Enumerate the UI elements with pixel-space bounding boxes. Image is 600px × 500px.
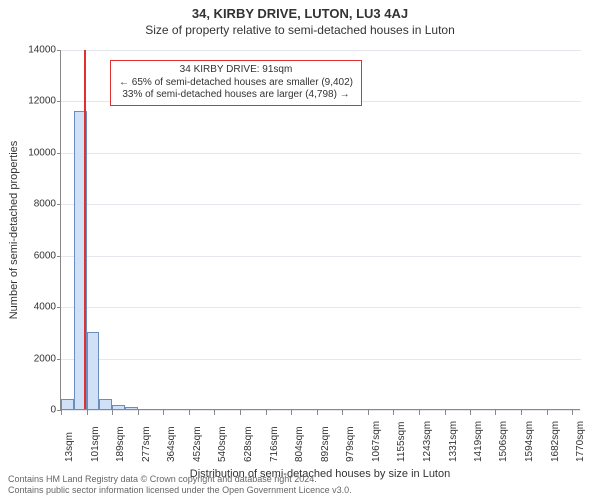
ytick-mark	[57, 50, 61, 51]
histogram-bar	[99, 399, 112, 409]
ytick-mark	[57, 256, 61, 257]
xtick-mark	[445, 409, 446, 415]
histogram-bar	[125, 407, 138, 409]
xtick-label: 1067sqm	[371, 421, 382, 462]
ytick-mark	[57, 359, 61, 360]
footer-line-1: Contains HM Land Registry data © Crown c…	[8, 474, 352, 485]
ytick-label: 2000	[18, 353, 56, 364]
xtick-mark	[266, 409, 267, 415]
xtick-mark	[240, 409, 241, 415]
xtick-mark	[112, 409, 113, 415]
xtick-mark	[521, 409, 522, 415]
xtick-label: 13sqm	[64, 432, 75, 462]
xtick-label: 1682sqm	[550, 421, 561, 462]
xtick-label: 452sqm	[192, 426, 203, 462]
xtick-label: 628sqm	[243, 426, 254, 462]
xtick-mark	[317, 409, 318, 415]
title-sub: Size of property relative to semi-detach…	[0, 21, 600, 37]
ytick-label: 4000	[18, 302, 56, 313]
xtick-mark	[291, 409, 292, 415]
ytick-mark	[57, 307, 61, 308]
xtick-mark	[393, 409, 394, 415]
annotation-line-2: ← 65% of semi-detached houses are smalle…	[119, 77, 353, 90]
ytick-mark	[57, 204, 61, 205]
gridline	[61, 307, 581, 308]
histogram-bar	[87, 332, 100, 409]
title-main: 34, KIRBY DRIVE, LUTON, LU3 4AJ	[0, 0, 600, 21]
xtick-label: 1770sqm	[575, 421, 586, 462]
xtick-mark	[470, 409, 471, 415]
footer-line-2: Contains public sector information licen…	[8, 485, 352, 496]
xtick-label: 1594sqm	[524, 421, 535, 462]
ytick-mark	[57, 101, 61, 102]
xtick-mark	[572, 409, 573, 415]
gridline	[61, 256, 581, 257]
xtick-label: 1243sqm	[422, 421, 433, 462]
xtick-label: 1331sqm	[448, 421, 459, 462]
histogram-bar	[61, 399, 74, 409]
plot-area: Number of semi-detached properties Distr…	[60, 50, 580, 410]
xtick-label: 892sqm	[320, 426, 331, 462]
xtick-label: 1419sqm	[473, 421, 484, 462]
chart-container: 34, KIRBY DRIVE, LUTON, LU3 4AJ Size of …	[0, 0, 600, 500]
xtick-mark	[61, 409, 62, 415]
xtick-mark	[368, 409, 369, 415]
xtick-label: 979sqm	[345, 426, 356, 462]
xtick-label: 1506sqm	[498, 421, 509, 462]
xtick-label: 716sqm	[269, 426, 280, 462]
annotation-line-1: 34 KIRBY DRIVE: 91sqm	[119, 64, 353, 77]
xtick-mark	[495, 409, 496, 415]
ytick-label: 14000	[18, 45, 56, 56]
xtick-mark	[138, 409, 139, 415]
gridline	[61, 410, 581, 411]
annotation-line-3: 33% of semi-detached houses are larger (…	[119, 89, 353, 102]
xtick-label: 1155sqm	[396, 422, 407, 462]
gridline	[61, 153, 581, 154]
xtick-mark	[547, 409, 548, 415]
xtick-label: 540sqm	[217, 426, 228, 462]
y-axis-label: Number of semi-detached properties	[8, 141, 20, 320]
gridline	[61, 50, 581, 51]
gridline	[61, 359, 581, 360]
xtick-mark	[342, 409, 343, 415]
footer-attribution: Contains HM Land Registry data © Crown c…	[8, 474, 352, 496]
ytick-label: 12000	[18, 96, 56, 107]
annotation-box: 34 KIRBY DRIVE: 91sqm ← 65% of semi-deta…	[110, 60, 362, 106]
xtick-label: 364sqm	[166, 426, 177, 462]
ytick-label: 8000	[18, 199, 56, 210]
gridline	[61, 204, 581, 205]
xtick-mark	[419, 409, 420, 415]
ytick-label: 0	[18, 405, 56, 416]
xtick-label: 804sqm	[294, 426, 305, 462]
xtick-label: 277sqm	[141, 426, 152, 462]
xtick-mark	[163, 409, 164, 415]
ytick-label: 6000	[18, 250, 56, 261]
ytick-mark	[57, 153, 61, 154]
xtick-label: 101sqm	[90, 426, 101, 462]
ytick-label: 10000	[18, 147, 56, 158]
xtick-label: 189sqm	[115, 426, 126, 462]
xtick-mark	[189, 409, 190, 415]
histogram-bar	[112, 405, 125, 409]
xtick-mark	[87, 409, 88, 415]
property-marker-line	[84, 50, 86, 409]
xtick-mark	[214, 409, 215, 415]
